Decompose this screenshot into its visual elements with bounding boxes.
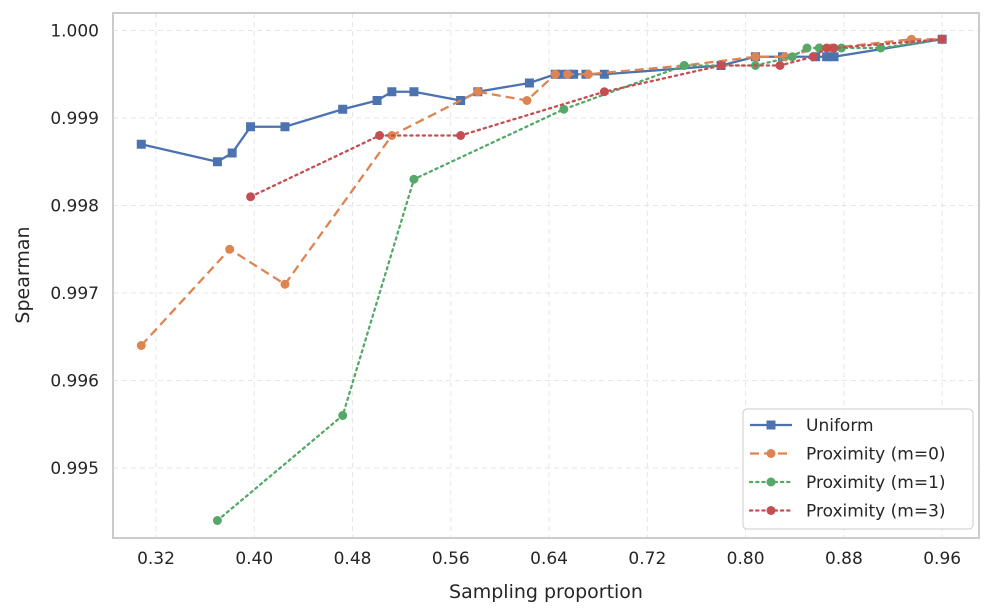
- y-axis-title: Spearman: [12, 226, 34, 323]
- data-point-proximity-m-1: [836, 43, 846, 53]
- y-tick-label: 1.000: [50, 22, 99, 42]
- x-tick-label: 0.88: [825, 549, 863, 569]
- legend-box: [742, 408, 974, 530]
- data-point-uniform: [246, 122, 256, 132]
- data-point-proximity-m-0: [522, 96, 532, 105]
- x-tick-label: 0.56: [432, 549, 470, 569]
- data-point-proximity-m-3: [456, 131, 466, 140]
- data-point-proximity-m-1: [802, 43, 812, 53]
- x-tick-label: 0.72: [628, 549, 666, 569]
- data-point-proximity-m-1: [559, 104, 569, 114]
- data-point-proximity-m-3: [822, 43, 832, 53]
- legend-label: Uniform: [806, 416, 874, 436]
- legend-label: Proximity (m=0): [806, 445, 946, 465]
- data-point-proximity-m-0: [473, 87, 483, 97]
- data-point-uniform: [212, 157, 222, 167]
- data-point-proximity-m-1: [409, 174, 419, 184]
- data-point-uniform: [227, 148, 237, 158]
- legend-label: Proximity (m=1): [806, 473, 946, 493]
- grid: [113, 13, 979, 538]
- data-point-proximity-m-3: [716, 61, 726, 70]
- x-tick-label: 0.32: [137, 549, 175, 569]
- data-point-proximity-m-3: [937, 34, 947, 44]
- x-tick-label: 0.96: [923, 549, 961, 569]
- data-point-proximity-m-0: [280, 279, 290, 289]
- data-point-uniform: [524, 78, 534, 88]
- data-point-uniform: [280, 122, 290, 132]
- data-point-proximity-m-0: [750, 52, 760, 62]
- data-point-uniform: [136, 139, 146, 149]
- data-point-uniform: [829, 52, 839, 62]
- legend-item-proximity-m-0: Proximity (m=0): [750, 445, 946, 465]
- y-tick-label: 0.995: [50, 459, 99, 479]
- data-point-proximity-m-0: [225, 244, 235, 254]
- data-point-uniform: [338, 104, 348, 114]
- data-point-proximity-m-1: [212, 516, 222, 525]
- series-line-proximity-m-0: [140, 38, 943, 347]
- data-point-proximity-m-3: [246, 192, 256, 202]
- data-point-proximity-m-3: [599, 87, 609, 97]
- x-tick-label: 0.40: [235, 549, 273, 569]
- legend-marker: [766, 420, 776, 430]
- legend-marker: [766, 449, 776, 458]
- x-axis-title: Sampling proportion: [449, 581, 643, 603]
- legend-label: Proximity (m=3): [806, 502, 946, 522]
- legend-marker: [766, 506, 776, 515]
- plot-frame: [112, 12, 980, 539]
- data-point-uniform: [822, 52, 832, 62]
- data-point-proximity-m-0: [562, 69, 572, 79]
- data-point-proximity-m-1: [876, 43, 886, 53]
- y-tick-label: 0.997: [50, 284, 99, 304]
- data-point-proximity-m-3: [775, 61, 785, 70]
- data-point-proximity-m-3: [808, 52, 818, 62]
- series-layer: [136, 34, 947, 525]
- data-point-uniform: [556, 69, 566, 79]
- x-tick-label: 0.64: [530, 549, 568, 569]
- legend-item-proximity-m-1: Proximity (m=1): [748, 473, 946, 493]
- data-point-uniform: [387, 87, 397, 97]
- y-tick-label: 0.998: [50, 197, 99, 217]
- legend-item-uniform: Uniform: [750, 416, 874, 436]
- data-point-uniform: [599, 69, 609, 79]
- legend-item-proximity-m-3: Proximity (m=3): [748, 502, 946, 522]
- legend: Uniform Proximity (m=0) Proximity (m=1) Pro…: [742, 408, 974, 530]
- data-point-proximity-m-3: [375, 131, 385, 140]
- y-tick-label: 0.999: [50, 109, 99, 129]
- data-point-uniform: [409, 87, 419, 97]
- data-point-proximity-m-1: [679, 61, 689, 70]
- legend-marker: [766, 477, 776, 487]
- tick-labels: 0.32 0.40 0.48 0.56 0.64 0.72 0.80 0.88 0.96 0.99…: [50, 22, 961, 570]
- x-tick-label: 0.48: [334, 549, 372, 569]
- data-point-proximity-m-1: [787, 52, 797, 62]
- x-tick-label: 0.80: [727, 549, 765, 569]
- data-point-uniform: [372, 96, 382, 105]
- data-point-proximity-m-1: [338, 411, 348, 420]
- data-point-proximity-m-0: [136, 341, 146, 350]
- series-proximity-m-3: [246, 34, 947, 202]
- y-tick-label: 0.996: [50, 372, 99, 392]
- series-line-proximity-m-1: [216, 38, 944, 522]
- data-point-proximity-m-0: [550, 69, 560, 79]
- data-point-proximity-m-3: [829, 43, 839, 53]
- data-point-proximity-m-0: [583, 69, 593, 79]
